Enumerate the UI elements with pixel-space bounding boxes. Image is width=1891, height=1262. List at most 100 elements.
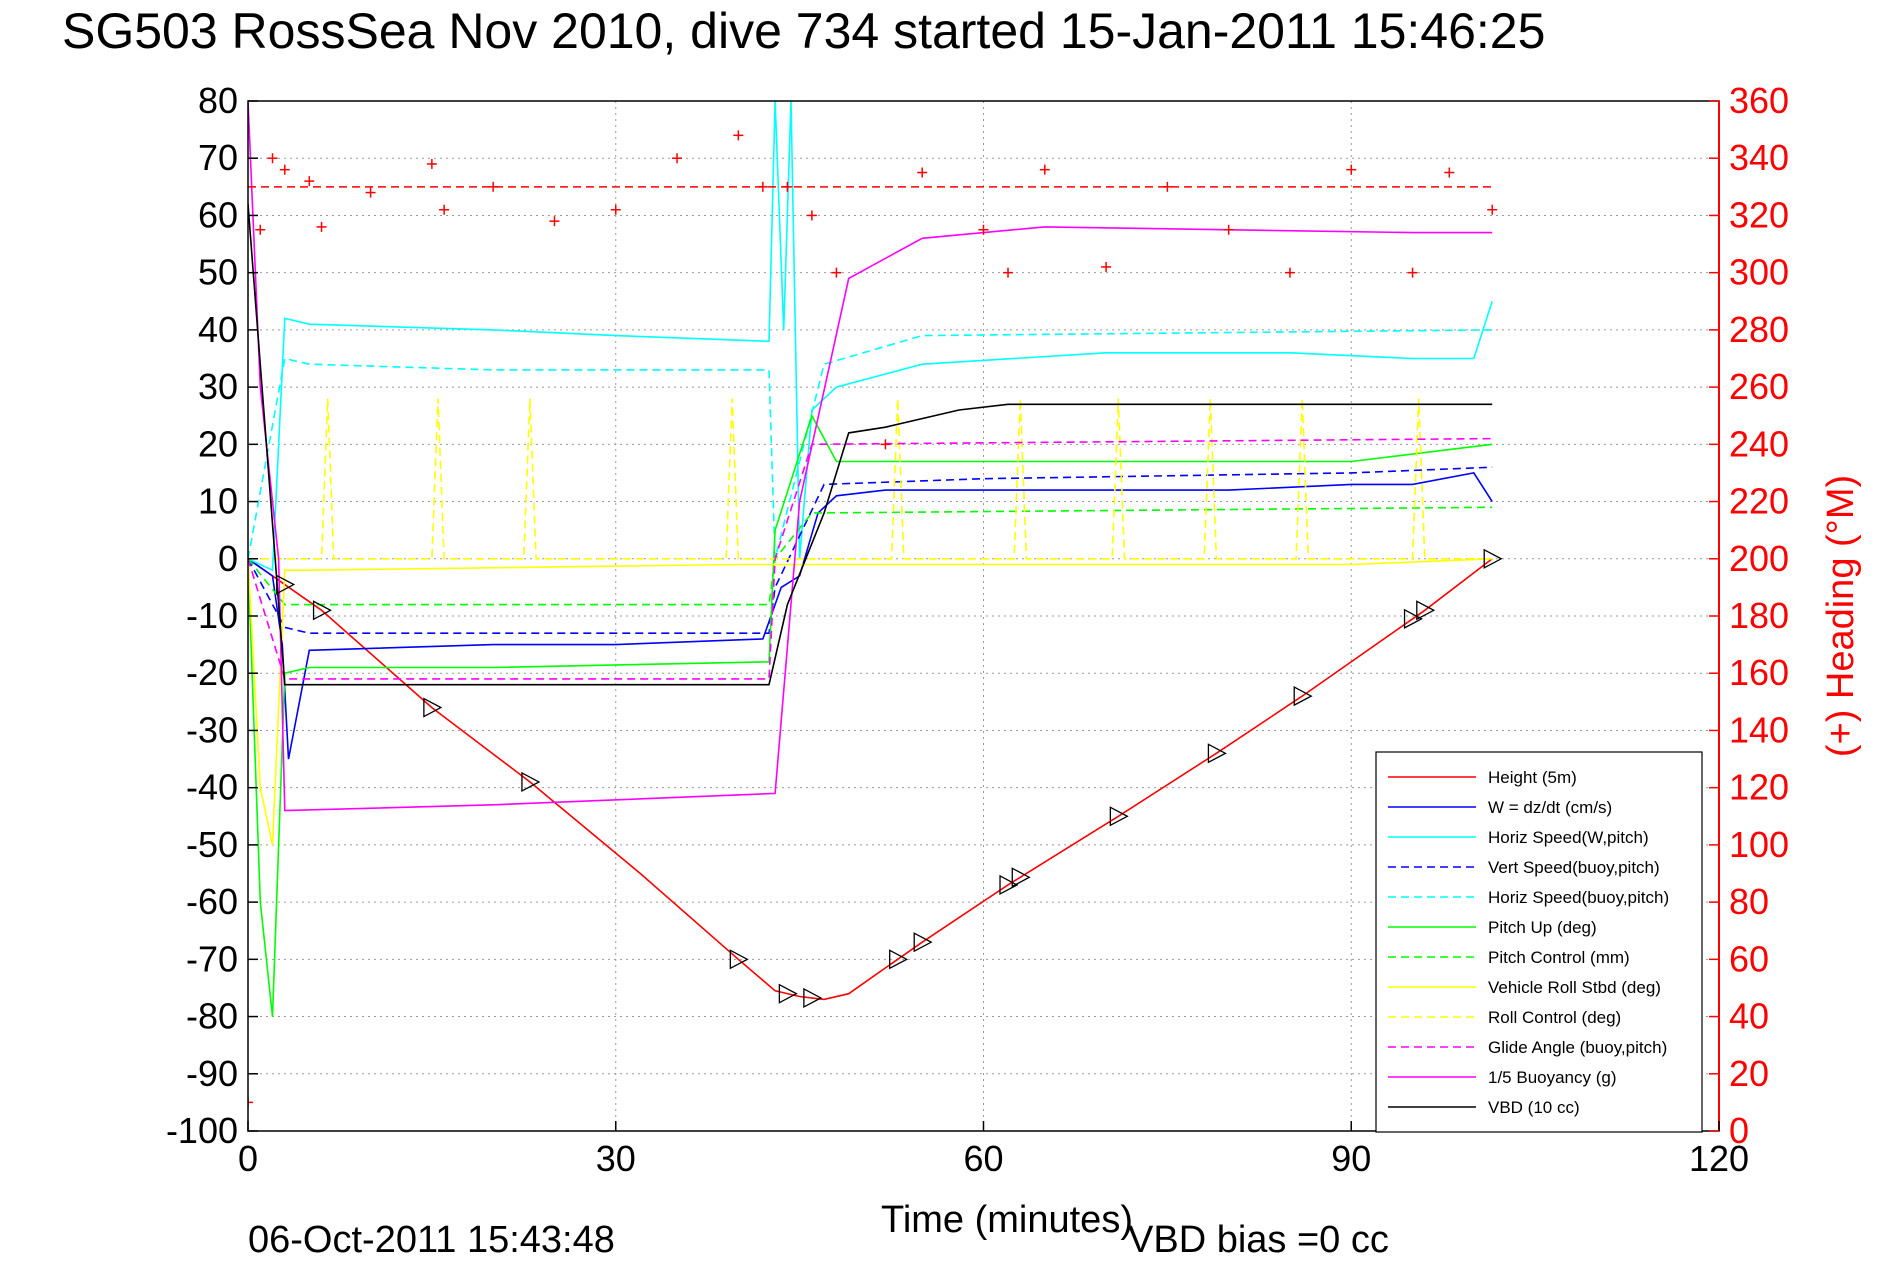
triangle-marker [423,697,443,718]
y-right-tick-label: 280 [1729,309,1789,350]
triangle-marker [1483,548,1503,569]
y-right-tick-label: 40 [1729,996,1769,1037]
heading-marker [672,153,683,164]
triangle-marker [1011,867,1031,888]
triangle-marker [729,949,749,970]
triangle-markers [276,548,1503,1009]
y-tick-label: 70 [198,137,238,178]
y-tick-label: -80 [186,996,238,1037]
triangle-marker [1293,686,1313,707]
triangle-marker [1403,608,1423,629]
heading-marker [978,224,989,235]
y-right-tick-label: 60 [1729,938,1769,979]
series-line-2 [248,101,1493,572]
heading-marker [1101,261,1112,272]
y-right-tick-label: 360 [1729,80,1789,121]
series-layer [248,101,1493,1017]
triangle-marker [1416,600,1436,621]
heading-marker [1039,164,1050,175]
heading-marker [831,267,842,278]
y-tick-label: 60 [198,194,238,235]
legend-label-4: Horiz Speed(buoy,pitch) [1488,888,1669,907]
heading-marker [880,439,891,450]
y-right-tick-label: 240 [1729,423,1789,464]
y-tick-label: 0 [218,538,238,579]
series-line-5 [248,413,1493,1017]
chart-title: SG503 RossSea Nov 2010, dive 734 started… [62,3,1545,59]
series-line-9 [248,437,1493,680]
y-tick-label: -40 [186,767,238,808]
heading-marker [1284,267,1295,278]
y-axis-right-label: (+) Heading (°M) [1820,475,1862,757]
y-tick-label: 20 [198,423,238,464]
legend-box [1375,751,1703,1133]
triangle-marker [999,874,1019,896]
heading-marker [782,181,793,192]
y-right-tick-label: 340 [1729,137,1789,178]
triangle-marker [778,983,798,1004]
heading-marker [488,181,499,192]
y-right-tick-label: 100 [1729,824,1789,865]
y-tick-label: 80 [198,80,238,121]
series-line-1 [248,472,1493,760]
y-right-tick-label: 300 [1729,252,1789,293]
y-axis-right-ticks: 3603403203002802602402202001801601401201… [1709,80,1789,1151]
y-tick-label: -50 [186,824,238,865]
triangle-marker [276,574,296,595]
heading-marker [439,204,450,215]
series-line-8 [248,398,1493,560]
triangle-marker [1207,743,1227,764]
x-tick-label: 0 [238,1138,258,1179]
footer-vbd-bias: VBD bias =0 cc [1128,1219,1389,1261]
heading-marker [1407,267,1418,278]
legend-label-11: VBD (10 cc) [1488,1098,1580,1117]
triangle-marker [1109,806,1129,827]
series-line-4 [248,329,1493,559]
series-line-7 [248,558,1493,846]
legend-label-1: W = dz/dt (cm/s) [1488,798,1612,817]
y-axis-left-ticks: 80 70 60 50 40 30 20 10 0 -10 -20 -30 -40 -50 -60 -70 -8… [166,80,258,1151]
legend-label-6: Pitch Control (mm) [1488,948,1630,967]
y-right-tick-label: 80 [1729,881,1769,922]
y-tick-label: -70 [186,938,238,979]
triangle-marker [913,932,933,953]
heading-marker [248,1097,253,1108]
x-tick-label: 60 [963,1138,1003,1179]
y-tick-label: -20 [186,652,238,693]
footer-timestamp: 06-Oct-2011 15:43:48 [248,1219,615,1261]
y-right-tick-label: 180 [1729,595,1789,636]
x-axis-ticks: 0 30 60 90 120 [238,1121,1749,1179]
heading-marker [304,176,315,187]
heading-marker [1487,204,1498,215]
heading-marker [1444,167,1455,178]
y-right-tick-label: 320 [1729,194,1789,235]
y-tick-label: -90 [186,1053,238,1094]
y-right-tick-label: 160 [1729,652,1789,693]
legend: Height (5m) W = dz/dt (cm/s) Horiz Speed(W… [1375,751,1703,1133]
heading-marker [1162,181,1173,192]
y-right-tick-label: 140 [1729,709,1789,750]
legend-label-10: 1/5 Buoyancy (g) [1488,1068,1617,1087]
triangle-marker [521,771,541,793]
heading-marker [426,158,437,169]
y-right-tick-label: 20 [1729,1053,1769,1094]
heading-marker [267,153,278,164]
y-tick-label: 40 [198,309,238,350]
x-tick-label: 90 [1331,1138,1371,1179]
x-tick-label: 30 [596,1138,636,1179]
legend-label-9: Glide Angle (buoy,pitch) [1488,1038,1667,1057]
legend-label-5: Pitch Up (deg) [1488,918,1597,937]
heading-marker [316,221,327,232]
y-tick-label: 10 [198,481,238,522]
legend-label-8: Roll Control (deg) [1488,1008,1621,1027]
x-tick-label: 120 [1689,1138,1749,1179]
y-right-tick-label: 200 [1729,538,1789,579]
triangle-marker [803,987,823,1009]
y-tick-label: -60 [186,881,238,922]
legend-label-3: Vert Speed(buoy,pitch) [1488,858,1660,877]
heading-marker [757,181,768,192]
legend-label-0: Height (5m) [1488,768,1577,787]
series-line-11 [248,203,1493,686]
series-line-10 [248,101,1493,812]
